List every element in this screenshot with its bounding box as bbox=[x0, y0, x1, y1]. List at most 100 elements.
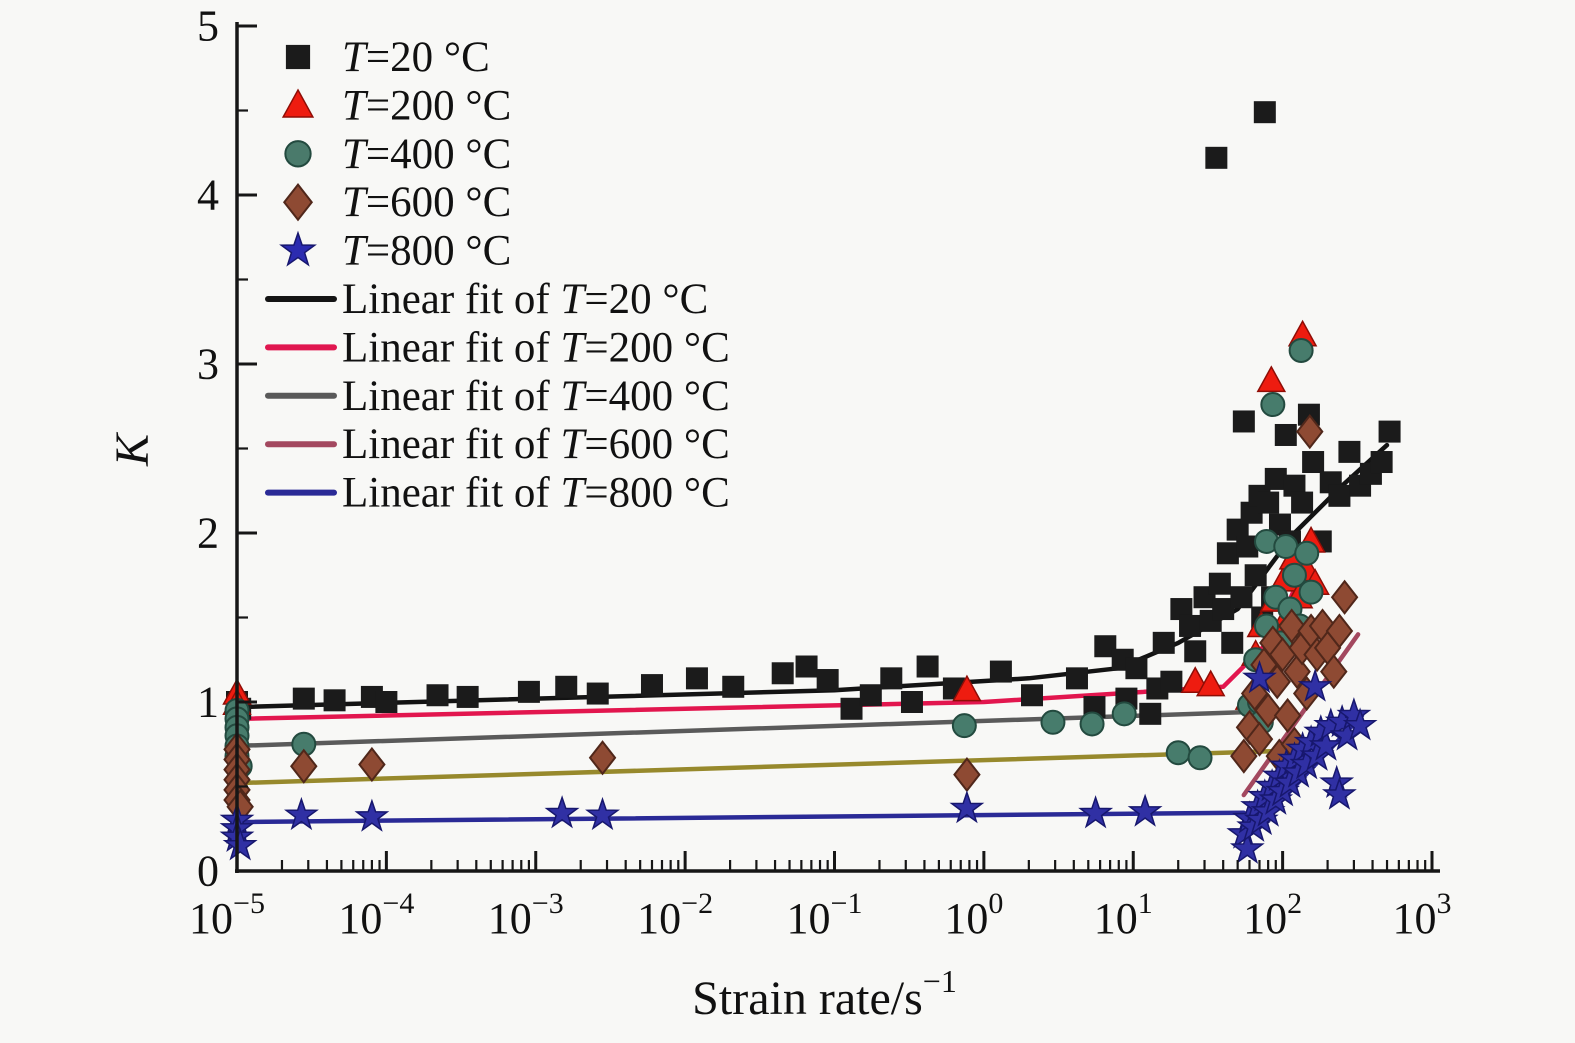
scatter-point bbox=[951, 713, 977, 739]
scatter-point bbox=[1294, 540, 1320, 566]
legend-label: Linear fit of T=200 °C bbox=[342, 324, 730, 371]
legend-label: Linear fit of T=600 °C bbox=[342, 421, 730, 468]
scatter-point bbox=[722, 675, 745, 698]
scatter-point bbox=[1065, 667, 1088, 690]
scatter-point bbox=[1242, 659, 1277, 694]
scatter-point bbox=[456, 685, 479, 708]
scatter-point bbox=[323, 689, 346, 712]
legend-label: T=400 °C bbox=[342, 130, 511, 177]
scatter-point bbox=[880, 667, 903, 690]
scatter-point bbox=[1078, 795, 1114, 829]
y-tick-label: 4 bbox=[197, 171, 219, 220]
scatter-point bbox=[1338, 440, 1361, 463]
scatter-point bbox=[1240, 501, 1263, 524]
scatter-point bbox=[555, 675, 578, 698]
scatter-point bbox=[1021, 684, 1044, 707]
scatter-point bbox=[354, 798, 390, 832]
scatter-point bbox=[586, 682, 609, 705]
legend-marker-diamond bbox=[282, 182, 314, 222]
scatter-point bbox=[1283, 474, 1306, 497]
scatter-point bbox=[771, 662, 794, 685]
scatter-point bbox=[1152, 631, 1175, 654]
legend-marker-square bbox=[285, 44, 311, 70]
scatter-point bbox=[1111, 701, 1137, 727]
series-3-points bbox=[223, 413, 1359, 825]
scatter-point bbox=[1257, 491, 1280, 514]
legend-marker-circle bbox=[284, 140, 312, 168]
scatter-point bbox=[1378, 420, 1401, 443]
legend-label: T=600 °C bbox=[342, 179, 511, 226]
scatter-point bbox=[1232, 410, 1255, 433]
scatter-point bbox=[1212, 598, 1235, 621]
scatter-point bbox=[1170, 598, 1193, 621]
scatter-point bbox=[1281, 562, 1307, 588]
scatter-point bbox=[1273, 697, 1302, 734]
scatter-point bbox=[1297, 668, 1333, 702]
legend-label: Linear fit of T=400 °C bbox=[342, 372, 730, 419]
x-tick-label: 10−5 bbox=[189, 887, 265, 943]
scatter-point bbox=[1187, 745, 1213, 771]
scatter-point bbox=[900, 691, 923, 713]
scatter-point bbox=[1291, 491, 1314, 514]
scatter-point bbox=[1253, 101, 1276, 124]
scatter-point bbox=[544, 795, 580, 829]
scatter-point bbox=[1274, 423, 1297, 446]
fit-line-3 bbox=[234, 748, 1282, 786]
scatter-point bbox=[375, 691, 398, 713]
scatter-point bbox=[1165, 740, 1191, 766]
scatter-point bbox=[1245, 721, 1274, 757]
scatter-point bbox=[1342, 707, 1378, 741]
scatter-point bbox=[795, 655, 818, 678]
scatter-point bbox=[1216, 542, 1239, 565]
scatter-point bbox=[1139, 702, 1162, 725]
x-tick-label: 101 bbox=[1094, 887, 1153, 943]
scatter-point bbox=[1256, 365, 1287, 393]
scatter-point bbox=[1320, 653, 1348, 690]
scatter-point bbox=[1236, 535, 1259, 558]
scatter-point bbox=[1195, 669, 1226, 697]
y-tick-label: 5 bbox=[197, 2, 219, 51]
scatter-point bbox=[588, 740, 617, 776]
scatter-point bbox=[517, 680, 540, 703]
scatter-point bbox=[1230, 738, 1258, 774]
legend: T=20 °CT=200 °CT=400 °CT=600 °CT=800 °CL… bbox=[265, 34, 730, 516]
scatter-point bbox=[1260, 392, 1286, 418]
scatter-point bbox=[1244, 564, 1267, 587]
scatter-point bbox=[640, 674, 663, 697]
scatter-point bbox=[1040, 709, 1066, 735]
scatter-point bbox=[816, 669, 839, 692]
axes-layer: 0 1 2 3 4 5 10−5 10−4 10−3 10−2 10−1 100 101 102 103 St… bbox=[106, 2, 1452, 1026]
scatter-point bbox=[916, 655, 939, 678]
scatter-point bbox=[1205, 146, 1228, 169]
legend-label: T=800 °C bbox=[342, 227, 511, 274]
scatter-point bbox=[1288, 337, 1314, 363]
scatter-point bbox=[949, 790, 985, 824]
x-tick-label: 102 bbox=[1243, 887, 1302, 943]
scatter-point bbox=[292, 687, 315, 710]
legend-label: Linear fit of T=20 °C bbox=[342, 276, 708, 323]
scatter-point bbox=[1240, 675, 1269, 712]
scatter-point bbox=[1308, 727, 1344, 761]
scatter-point bbox=[1079, 711, 1105, 737]
x-tick-label: 100 bbox=[944, 887, 1003, 943]
scatter-point bbox=[1229, 830, 1265, 864]
scatter-point bbox=[1226, 518, 1249, 541]
y-tick-label: 0 bbox=[197, 847, 219, 896]
scatter-point bbox=[1160, 670, 1183, 693]
scatter-point bbox=[1296, 413, 1324, 450]
y-axis-title: K bbox=[106, 431, 159, 467]
scatter-point bbox=[952, 674, 982, 702]
legend-label: Linear fit of T=800 °C bbox=[342, 469, 730, 516]
scatter-point bbox=[1321, 776, 1357, 810]
scatter-point bbox=[1254, 692, 1282, 729]
scatter-point bbox=[840, 697, 863, 720]
legend-label: T=20 °C bbox=[342, 34, 490, 81]
scatter-point bbox=[585, 796, 621, 831]
x-tick-label: 10−3 bbox=[488, 887, 564, 943]
scatter-point bbox=[358, 746, 386, 783]
scatter-point bbox=[1302, 451, 1325, 474]
x-axis-title: Strain rate/s−1 bbox=[692, 963, 957, 1025]
x-tick-label: 10−1 bbox=[787, 887, 863, 943]
scatter-point bbox=[1273, 534, 1299, 560]
